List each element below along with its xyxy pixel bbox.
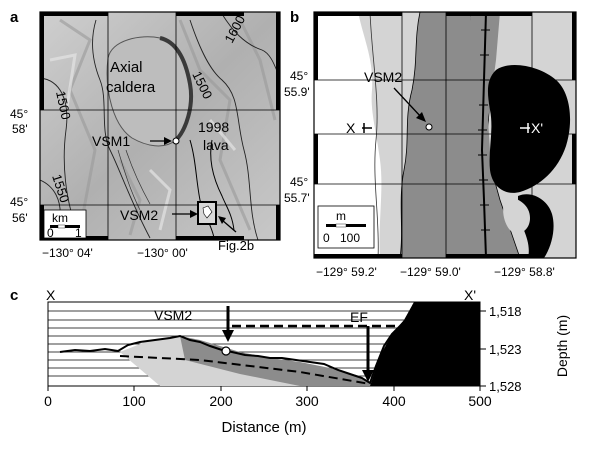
fig2b-pointer [221, 219, 237, 233]
panel-b-letter: b [290, 9, 299, 26]
caldera-rim-shadow [159, 36, 193, 142]
x-axis-ticks [47, 386, 481, 391]
y-tick-label: 1,518 [489, 304, 522, 319]
x-label-b: X [346, 120, 356, 136]
x-prime-label-c: X' [464, 287, 476, 303]
contour-line [40, 77, 81, 239]
lat-label-a2-deg: 45° [10, 195, 28, 209]
lon-label-b1: −129° 59.2' [316, 265, 377, 279]
seafloor-profile [59, 303, 415, 385]
scale-bar-box-a [43, 209, 87, 239]
contour-line [92, 19, 151, 239]
y-axis-ticks [480, 310, 486, 387]
lat-label-a1-min: 58' [12, 122, 28, 136]
vsm2-arrowhead [190, 210, 198, 218]
lat-label-b1-min: 55.9' [284, 85, 310, 99]
vsm1-arrowhead [164, 137, 172, 145]
ef-label: EF [350, 309, 368, 325]
fissure-line [117, 149, 151, 211]
caldera-label-line1: Axial [110, 59, 143, 76]
vsm2-arrowhead-c [222, 330, 234, 342]
scale-label-1: 1 [75, 226, 82, 240]
lon-label-a1: −130° 04' [42, 246, 93, 260]
eruptive-fissure [480, 12, 487, 258]
x-label-c: X [46, 287, 56, 303]
panel-c-letter: c [10, 287, 18, 304]
ef-arrowhead [362, 370, 374, 382]
fig2b-arrowhead [218, 216, 226, 224]
scale-label-b-100: 100 [340, 231, 360, 245]
contour-line-b [369, 12, 379, 258]
vsm2-pointer-b [393, 87, 423, 119]
vsm2-marker-b [425, 123, 433, 131]
panel-c: c X X' VSM2 EF [10, 287, 570, 436]
lat-label-b1-deg: 45° [290, 69, 308, 83]
x-tick-label: 0 [44, 393, 52, 409]
dashed-flow-bottom [119, 355, 371, 385]
panel-a-frame [39, 11, 281, 241]
scale-unit-km: km [52, 211, 68, 225]
y-axis-title: Depth (m) [554, 315, 570, 377]
vsm2-label-b: VSM2 [364, 69, 402, 85]
scale-bar-b-segment [335, 223, 347, 228]
vsm2-label: VSM2 [120, 207, 158, 223]
x-tick-label: 100 [122, 393, 146, 409]
lat-label-a2-min: 56' [12, 211, 28, 225]
lon-label-a2: −130° 00' [137, 246, 188, 260]
vsm2-arrowhead-b [416, 112, 426, 122]
vsm1-label: VSM1 [92, 133, 130, 149]
scale-label-b-0: 0 [323, 231, 330, 245]
relief-highlights [49, 53, 237, 231]
scale-bar-a-segment [57, 224, 66, 229]
y-tick-label: 1,528 [489, 379, 522, 394]
lava-pond-black [487, 65, 571, 193]
scale-unit-m: m [336, 209, 346, 223]
inset-lava-sketch [202, 205, 213, 219]
fissure-dark-band [470, 12, 510, 258]
lon-label-b3: −129° 58.8' [494, 265, 555, 279]
x-tick-label: 300 [295, 393, 319, 409]
lat-label-b2-min: 55.7' [284, 191, 310, 205]
vsm1-marker [172, 137, 180, 145]
panel-a: a [10, 9, 281, 260]
panel-b-border-ticks [314, 12, 576, 258]
y-tick-label: 1,523 [489, 342, 522, 357]
contour-line [189, 19, 259, 240]
x-tick-label: 200 [209, 393, 233, 409]
lon-label-b2: −129° 59.0' [400, 265, 461, 279]
fig2b-label: Fig.2b [218, 238, 254, 253]
contour-label-1500-left: 1500 [53, 90, 74, 121]
panel-a-letter: a [10, 9, 19, 26]
lava-flow-outline [189, 139, 235, 239]
x-axis-title: Distance (m) [221, 419, 306, 436]
panel-b: b [284, 9, 577, 279]
caldera-label-line2: caldera [106, 79, 156, 96]
vsm2-marker-c [221, 346, 231, 356]
x-tick-label: 500 [468, 393, 492, 409]
lat-label-a1-deg: 45° [10, 107, 28, 121]
lava-label-line2: lava [203, 137, 229, 153]
vsm2-label-c: VSM2 [154, 307, 192, 323]
light-island [503, 197, 530, 234]
x-tick-label: 400 [382, 393, 406, 409]
scale-label-0: 0 [47, 226, 54, 240]
lat-label-b2-deg: 45° [290, 175, 308, 189]
profile-black-wall [370, 302, 480, 386]
x-prime-label-b: X' [531, 120, 543, 136]
lava-label-line1: 1998 [198, 119, 229, 135]
